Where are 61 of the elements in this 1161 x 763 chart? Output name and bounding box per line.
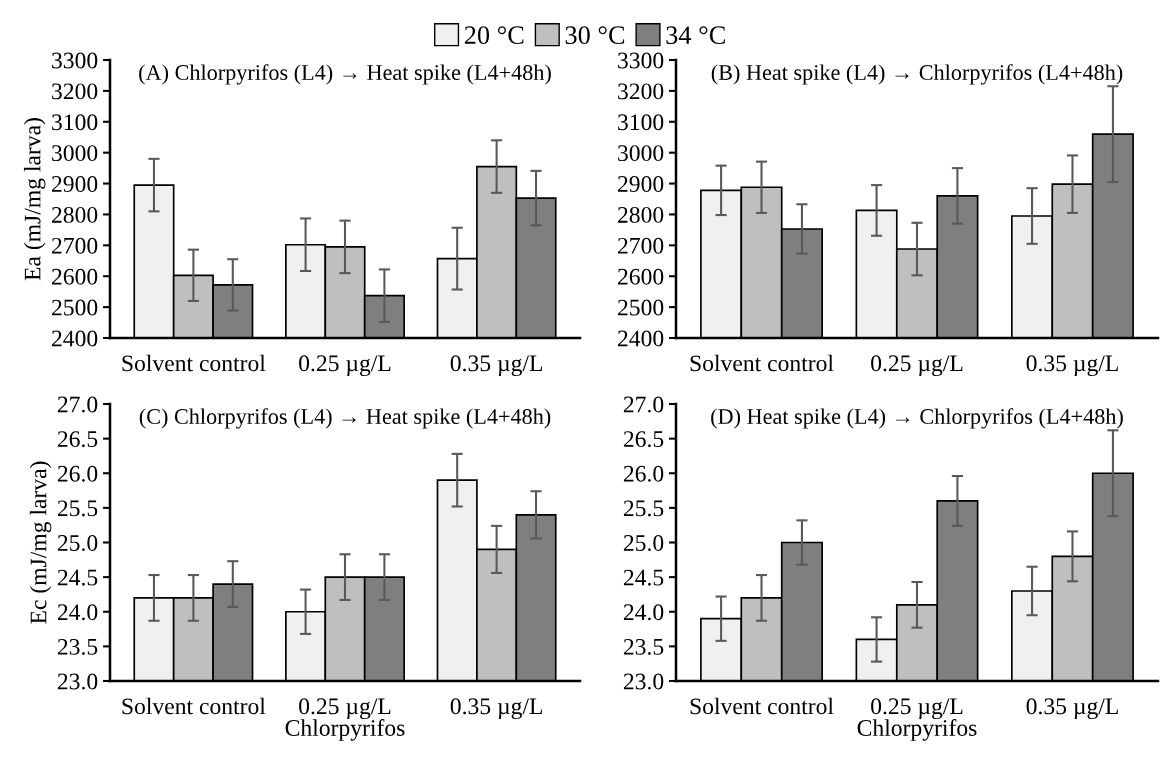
y-tick-label: 24.5: [57, 569, 98, 586]
y-tick-label: 2900: [52, 176, 98, 192]
y-tick-label: 25.0: [623, 534, 664, 552]
x-tick-label: Solvent control: [690, 697, 834, 715]
x-tick-label: 0.35 µg/L: [1026, 355, 1118, 377]
x-tick-label: 0.25 µg/L: [299, 698, 391, 720]
x-tick-label: 0.35 µg/L: [1026, 698, 1118, 720]
y-tick-label: 27.0: [57, 396, 98, 413]
y-tick-label: 3000: [52, 145, 98, 162]
x-tick-label: 0.25 µg/L: [299, 355, 391, 377]
chart-title: (C) Chlorpyrifos (L4) → Heat spike (L4+48h): [139, 408, 551, 429]
x-tick-label: Solvent control: [690, 354, 834, 372]
y-tick-label: 3100: [618, 114, 664, 131]
x-tick-label: 0.25 µg/L: [871, 698, 963, 720]
y-tick-label: 2500: [618, 299, 664, 316]
y-tick-label: 2600: [52, 268, 98, 285]
y-tick-label: 3200: [52, 83, 98, 100]
y-tick-label: 3300: [618, 52, 664, 69]
y-tick-label: 23.0: [623, 673, 664, 690]
y-tick-label: 25.5: [623, 500, 664, 517]
x-tick-label: Solvent control: [122, 354, 266, 372]
x-tick-label: Solvent control: [122, 697, 266, 715]
legend-label: 34 °C: [666, 26, 725, 45]
y-tick-label: 26.0: [57, 465, 98, 482]
y-tick-label: 26.5: [623, 431, 664, 448]
y-tick-label: 26.5: [57, 431, 98, 448]
y-tick-label: 2800: [52, 206, 98, 223]
y-tick-label: 27.0: [623, 396, 664, 413]
y-tick-label: 23.0: [57, 673, 98, 690]
legend-label: 20 °C: [464, 26, 524, 45]
y-tick-label: 2600: [618, 268, 664, 285]
y-tick-label: 2400: [618, 330, 664, 347]
x-axis-title: Chlorpyrifos: [285, 719, 405, 741]
y-tick-label: 24.0: [623, 604, 664, 621]
y-tick-label: 25.5: [57, 500, 98, 517]
legend-label: 30 °C: [565, 26, 625, 45]
y-tick-label: 2800: [618, 206, 664, 223]
y-tick-label: 23.5: [57, 638, 98, 655]
y-axis-title: Ea (mJ/mg larva): [23, 118, 46, 281]
y-tick-label: 3000: [618, 145, 664, 162]
y-tick-label: 24.5: [623, 569, 664, 586]
y-tick-label: 3100: [52, 114, 98, 131]
y-tick-label: 23.5: [623, 638, 664, 655]
y-tick-label: 26.0: [623, 465, 664, 482]
y-tick-label: 3200: [618, 83, 664, 100]
y-tick-label: 2900: [618, 176, 664, 192]
chart-title: (B) Heat spike (L4) → Chlorpyrifos (L4+48h): [711, 64, 1123, 85]
x-tick-label: 0.35 µg/L: [450, 698, 542, 720]
x-tick-label: 0.25 µg/L: [871, 355, 963, 377]
y-tick-label: 2700: [618, 237, 664, 254]
y-tick-label: 2400: [52, 330, 98, 347]
chart-title: (A) Chlorpyrifos (L4) → Heat spike (L4+48h): [139, 64, 551, 85]
y-tick-label: 3300: [52, 52, 98, 69]
y-tick-label: 2500: [52, 299, 98, 316]
y-tick-label: 2700: [52, 237, 98, 254]
x-axis-title: Chlorpyrifos: [857, 719, 977, 741]
y-axis-title: Ec (mJ/mg larva): [29, 461, 52, 624]
y-tick-label: 24.0: [57, 604, 98, 621]
y-tick-label: 25.0: [57, 534, 98, 552]
x-tick-label: 0.35 µg/L: [450, 355, 542, 377]
chart-title: (D) Heat spike (L4) → Chlorpyrifos (L4+48h): [711, 408, 1123, 429]
